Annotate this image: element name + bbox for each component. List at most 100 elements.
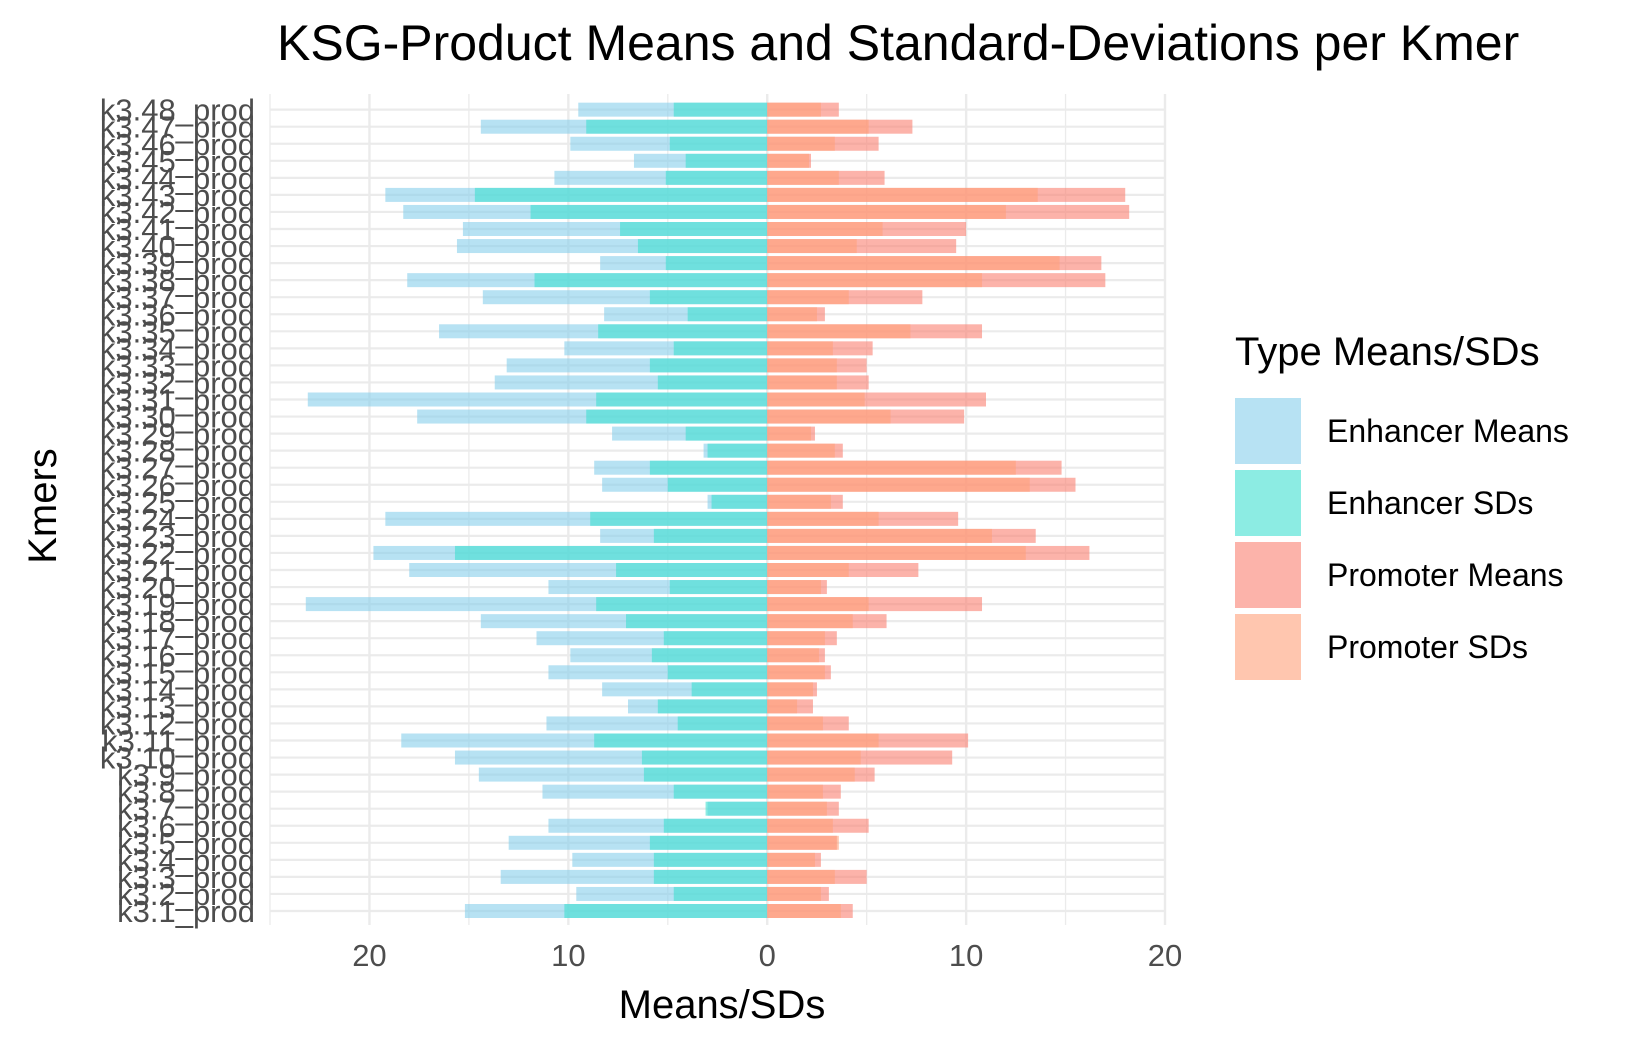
legend-title: Type Means/SDs — [1235, 330, 1540, 374]
bar-enhancer-sds — [685, 153, 768, 168]
bar-enhancer-sds — [653, 528, 768, 543]
bar-enhancer-sds — [534, 273, 768, 288]
bar-promoter-sds — [767, 153, 809, 168]
bar-enhancer-sds — [598, 324, 768, 339]
y-tick-label: k3.33_prod — [100, 348, 255, 383]
y-tick-label: k3.15_prod — [100, 655, 255, 690]
y-tick-label: k3.18_prod — [100, 604, 255, 639]
y-tick-label: k3.36_prod — [100, 297, 255, 332]
bar-promoter-sds — [767, 665, 825, 680]
bar-enhancer-sds — [643, 767, 768, 782]
y-tick-label: k3.40_prod — [100, 229, 255, 264]
y-tick-label: k3.8_prod — [117, 775, 255, 810]
y-tick-label: k3.44_prod — [100, 161, 255, 196]
x-tick-label: 10 — [551, 938, 585, 973]
y-tick-label: k3.16_prod — [100, 638, 255, 673]
bar-promoter-sds — [767, 545, 1026, 560]
bar-enhancer-sds — [669, 580, 768, 595]
bar-promoter-sds — [767, 904, 841, 918]
bar-promoter-sds — [767, 682, 813, 697]
bar-promoter-sds — [767, 358, 837, 373]
bar-enhancer-sds — [705, 801, 768, 816]
legend-label: Enhancer Means — [1327, 412, 1569, 449]
bar-enhancer-sds — [673, 784, 768, 799]
y-tick-label: k3.17_prod — [100, 621, 255, 656]
y-tick-label: k3.21_prod — [100, 553, 255, 588]
bar-enhancer-sds — [620, 222, 768, 236]
bar-promoter-sds — [767, 119, 869, 134]
bar-promoter-sds — [767, 494, 831, 509]
y-tick-label: k3.41_prod — [100, 212, 255, 247]
bar-enhancer-sds — [454, 545, 768, 560]
bar-enhancer-sds — [665, 170, 768, 185]
y-tick-label: k3.23_prod — [100, 519, 255, 554]
y-tick-label: k3.48_prod — [100, 93, 255, 128]
bar-promoter-sds — [767, 580, 821, 595]
y-tick-label: k3.32_prod — [100, 365, 255, 400]
legend-item: Promoter SDs — [1235, 611, 1569, 683]
y-tick-label: k3.29_prod — [100, 417, 255, 452]
bar-promoter-sds — [767, 460, 1016, 475]
bar-enhancer-sds — [616, 563, 768, 577]
bars — [305, 102, 1130, 918]
bar-enhancer-sds — [657, 375, 768, 390]
bar-promoter-sds — [767, 477, 1030, 492]
y-tick-label: k3.11_prod — [102, 724, 255, 759]
bar-promoter-sds — [767, 597, 869, 612]
bar-enhancer-sds — [651, 648, 768, 663]
bar-promoter-sds — [767, 767, 855, 782]
bar-promoter-sds — [767, 426, 811, 441]
legend-item: Enhancer Means — [1235, 395, 1569, 467]
y-tick-label: k3.34_prod — [100, 331, 255, 366]
bar-promoter-sds — [767, 170, 839, 185]
chart-title: KSG-Product Means and Standard-Deviation… — [277, 15, 1520, 71]
y-tick-label: k3.30_prod — [100, 400, 255, 435]
bar-enhancer-sds — [649, 358, 768, 373]
y-tick-label: k3.12_prod — [100, 706, 255, 741]
y-tick-label: k3.28_prod — [100, 434, 255, 469]
y-tick-label: k3.42_prod — [100, 195, 255, 230]
legend-item: Promoter Means — [1235, 539, 1569, 611]
y-tick-label: k3.19_prod — [100, 587, 255, 622]
y-tick-label: k3.25_prod — [100, 485, 255, 520]
bar-enhancer-sds — [590, 511, 768, 526]
y-tick-label: k3.10_prod — [100, 741, 255, 776]
y-axis-ticks: k3.1_prodk3.2_prodk3.3_prodk3.4_prodk3.5… — [100, 93, 255, 929]
bar-promoter-sds — [767, 631, 825, 646]
legend-key — [1235, 542, 1301, 608]
y-tick-label: k3.43_prod — [100, 178, 255, 213]
bar-promoter-sds — [767, 443, 835, 458]
bar-promoter-sds — [767, 852, 815, 867]
legend-items: Enhancer Means Enhancer SDs Promoter Means… — [1235, 395, 1569, 683]
y-tick-label: k3.27_prod — [100, 451, 255, 486]
bar-enhancer-sds — [641, 750, 768, 765]
x-axis-ticks: 20 10 0 10 20 — [352, 938, 1182, 973]
bar-promoter-sds — [767, 239, 857, 254]
bar-promoter-sds — [767, 256, 1060, 271]
bar-promoter-sds — [767, 222, 883, 236]
y-tick-label: k3.35_prod — [100, 314, 255, 349]
bar-enhancer-sds — [673, 341, 768, 356]
bar-enhancer-sds — [596, 597, 768, 612]
bar-enhancer-sds — [653, 852, 768, 867]
bar-enhancer-sds — [673, 102, 768, 117]
bar-promoter-sds — [767, 835, 839, 850]
legend: Type Means/SDs Enhancer Means Enhancer SD… — [1235, 330, 1569, 683]
bar-enhancer-sds — [649, 460, 768, 475]
bar-promoter-sds — [767, 784, 823, 799]
bar-promoter-sds — [767, 614, 853, 629]
y-tick-label: k3.6_prod — [117, 809, 255, 844]
bar-promoter-sds — [767, 869, 835, 884]
y-tick-label: k3.3_prod — [117, 860, 255, 895]
y-tick-label: k3.22_prod — [100, 536, 255, 571]
bar-enhancer-sds — [685, 426, 768, 441]
bar-enhancer-sds — [626, 614, 768, 629]
legend-label: Enhancer SDs — [1327, 484, 1534, 521]
bar-enhancer-sds — [687, 307, 768, 322]
y-tick-label: k3.37_prod — [100, 280, 255, 315]
bar-promoter-sds — [767, 341, 833, 356]
legend-key — [1235, 614, 1301, 680]
bar-enhancer-sds — [564, 904, 768, 918]
bar-promoter-sds — [767, 716, 823, 731]
